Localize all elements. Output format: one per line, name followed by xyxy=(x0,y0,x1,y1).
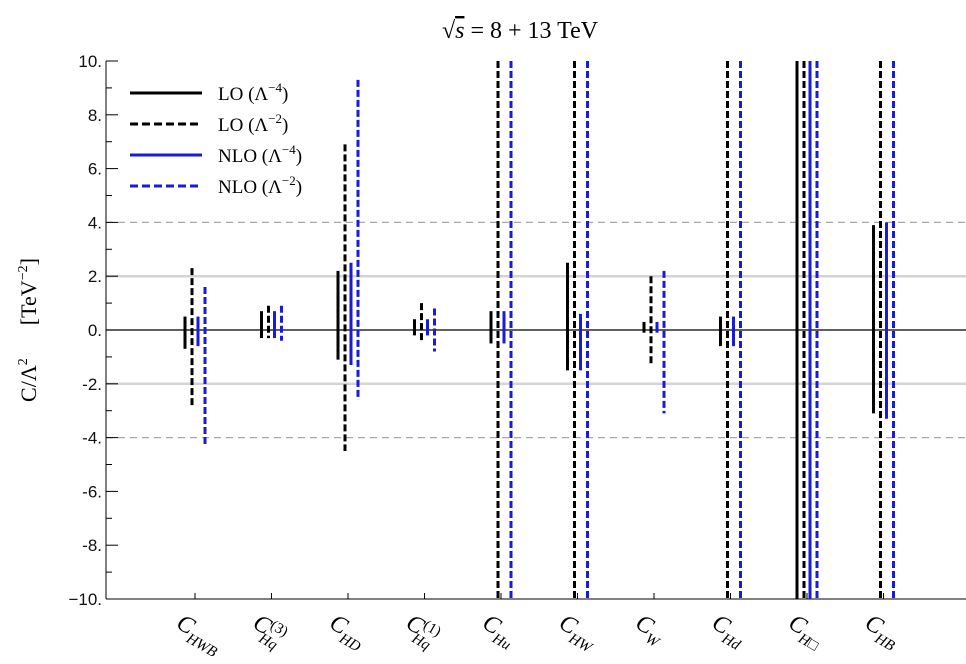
x-tick-label-text: CHD xyxy=(323,610,371,656)
legend-label: NLO (Λ−4) xyxy=(218,142,302,167)
y-tick-label: -8. xyxy=(82,536,102,555)
x-tick-label-text: CHWB xyxy=(170,610,228,659)
y-tick-label: −10. xyxy=(68,590,102,609)
x-tick-label-text: CHd xyxy=(705,610,751,654)
y-tick-label: 8. xyxy=(88,106,102,125)
x-tick-label-text: CHu xyxy=(476,610,521,654)
x-tick-label: C(1)Hq xyxy=(398,610,444,655)
legend-label: LO (Λ−4) xyxy=(218,80,288,105)
y-tick-label: 6. xyxy=(88,160,102,179)
x-tick-label-text: C(3)Hq xyxy=(245,610,291,655)
x-tick-label: CH□ xyxy=(782,610,829,655)
title-var: s xyxy=(455,18,464,44)
chart-title: √s = 8 + 13 TeV xyxy=(442,18,599,44)
x-tick-label-text: CHW xyxy=(552,610,603,657)
plot-area: 10. 8. 6. 4. 2. 0. -2. -4. -6. -8. −10. CHWB C(3)Hq C… xyxy=(68,52,966,661)
x-tick-label: CHB xyxy=(858,610,905,655)
y-tick-label: 4. xyxy=(88,213,102,232)
y-tick-label: 2. xyxy=(88,267,102,286)
y-tick-label: 10. xyxy=(78,52,102,71)
title-sqrt: √ xyxy=(442,18,456,44)
legend-label: LO (Λ−2) xyxy=(218,111,288,136)
x-tick-label: CHD xyxy=(323,610,371,656)
y-tick-label: -4. xyxy=(82,429,102,448)
x-tick-label: CHd xyxy=(705,610,751,654)
x-tick-label-text: CH□ xyxy=(782,610,829,655)
x-tick-label: CW xyxy=(629,610,670,652)
y-axis-label: C/Λ2 [TeV−2] xyxy=(16,258,41,402)
x-tick-label: CHW xyxy=(552,610,603,657)
x-tick-label-text: C(1)Hq xyxy=(398,610,444,655)
legend: LO (Λ−4) LO (Λ−2) NLO (Λ−4) NLO (Λ−2) xyxy=(130,80,302,198)
y-tick-label: -6. xyxy=(82,482,102,501)
x-tick-label: CHu xyxy=(476,610,521,654)
x-tick-label: C(3)Hq xyxy=(245,610,291,655)
x-tick-label-text: CW xyxy=(629,610,670,652)
x-tick-label: CHWB xyxy=(170,610,228,661)
y-tick-label: -2. xyxy=(82,375,102,394)
legend-label: NLO (Λ−2) xyxy=(218,173,302,198)
y-tick-label: 0. xyxy=(88,321,102,340)
x-tick-label-text: CHB xyxy=(858,610,905,655)
title-rest: = 8 + 13 TeV xyxy=(464,18,598,44)
